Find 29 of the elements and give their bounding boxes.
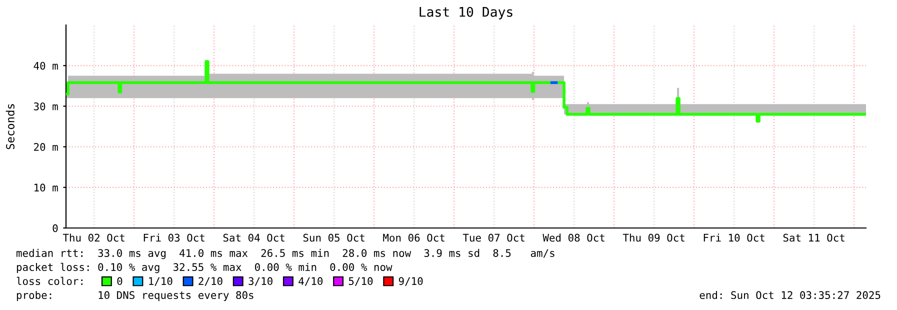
x-tick-label: Sat 11 Oct (783, 234, 844, 242)
x-tick-label: Tue 07 Oct (462, 234, 524, 242)
text: packet loss: 0.10 % avg 32.55 % max 0.00 % min 0.00 % now (16, 262, 392, 274)
y-tick-label: 30 m (34, 102, 58, 110)
x-tick-label: Thu 09 Oct (622, 234, 684, 242)
x-tick-label: Fri 03 Oct (144, 234, 204, 242)
legend-label: 2/10 (198, 277, 222, 286)
x-tick-label: Mon 06 Oct (383, 234, 444, 242)
y-tick-label: 0 (52, 224, 58, 232)
y-tick-label: 40 m (34, 62, 58, 70)
x-tick-label: Wed 08 Oct (542, 234, 604, 242)
legend-label: 3/10 (248, 277, 272, 286)
x-tick-label: Thu 02 Oct (62, 234, 124, 242)
x-tick-label: Sat 04 Oct (223, 234, 284, 242)
chart-title: Last 10 Days (420, 6, 512, 20)
y-tick-label: 10 m (34, 184, 58, 192)
text: end: Sun Oct 12 03:35:27 2025 (700, 290, 880, 300)
text: median rtt: 33.0 ms avg 41.0 ms max 26.5 ms min 28.0 ms now 3.9 ms sd 8.5 am/s (16, 248, 554, 260)
text: probe: 10 DNS requests every 80s (16, 290, 254, 302)
legend-label: 5/10 (348, 277, 373, 286)
y-axis-title: Seconds (6, 104, 14, 150)
x-tick-label: Sun 05 Oct (303, 234, 364, 242)
y-tick-label: 20 m (34, 143, 58, 151)
legend-label: 4/10 (298, 277, 323, 286)
legend-label: 9/10 (398, 277, 423, 286)
x-tick-label: Fri 10 Oct (704, 234, 764, 242)
legend-label: 1/10 (149, 277, 172, 286)
legend-label: 0 (117, 277, 122, 286)
legend-title: loss color: (16, 276, 82, 286)
